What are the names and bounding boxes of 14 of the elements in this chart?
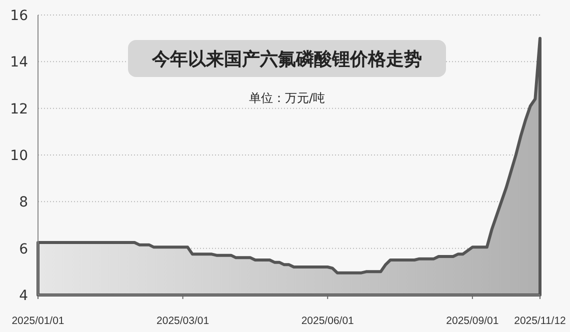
text: 单位：万元/吨 — [248, 91, 326, 105]
text: 今年以来国产六氟磷酸锂价格走势 — [151, 49, 422, 70]
y-tick-label: 14 — [10, 54, 28, 71]
x-tick-label: 2025/01/01 — [12, 315, 64, 327]
y-tick-label: 16 — [10, 8, 28, 24]
x-tick-label: 2025/06/01 — [301, 315, 354, 327]
x-tick-label: 2025/09/01 — [446, 315, 499, 327]
x-tick-label: 2025/03/01 — [156, 315, 210, 327]
y-tick-label: 4 — [19, 288, 28, 304]
y-tick-label: 12 — [10, 101, 28, 118]
y-tick-label: 6 — [19, 241, 28, 258]
x-tick-label: 2025/11/12 — [514, 315, 566, 327]
y-tick-label: 8 — [19, 194, 28, 211]
y-tick-label: 10 — [10, 148, 28, 164]
